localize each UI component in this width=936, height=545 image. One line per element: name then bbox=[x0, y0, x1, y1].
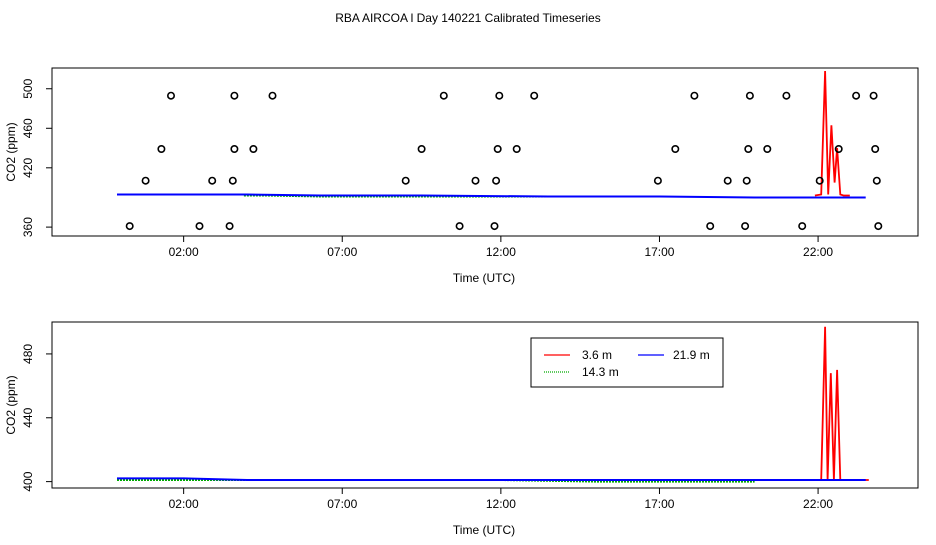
calibration-point bbox=[871, 145, 880, 154]
calibration-point bbox=[417, 145, 426, 154]
legend-label-21-9m: 21.9 m bbox=[673, 348, 710, 362]
calibration-point bbox=[741, 222, 750, 231]
calibration-point bbox=[228, 176, 237, 185]
top-y-tick-label: 360 bbox=[21, 217, 35, 237]
legend-box bbox=[530, 337, 724, 388]
bottom-plot-frame bbox=[51, 321, 919, 489]
bottom-x-axis-label: Time (UTC) bbox=[453, 523, 515, 537]
calibration-point bbox=[671, 145, 680, 154]
calibration-point bbox=[744, 145, 753, 154]
calibration-point bbox=[167, 91, 176, 100]
calibration-point bbox=[157, 145, 166, 154]
bottom-y-axis: 400 440 480 bbox=[21, 344, 53, 492]
legend-label-14-3m: 14.3 m bbox=[582, 365, 619, 379]
calibration-point bbox=[834, 145, 843, 154]
calibration-point bbox=[471, 176, 480, 185]
calibration-point bbox=[815, 176, 824, 185]
bottom-x-tick-label: 22:00 bbox=[803, 497, 833, 511]
bottom-x-axis: 02:00 07:00 12:00 17:00 22:00 bbox=[169, 487, 833, 511]
top-panel: 02:00 07:00 12:00 17:00 22:00 360 420 460 500 T… bbox=[4, 67, 919, 285]
calibration-point bbox=[512, 145, 521, 154]
legend-label-3-6m: 3.6 m bbox=[582, 348, 612, 362]
calibration-point bbox=[208, 176, 217, 185]
top-calibration-group bbox=[125, 91, 883, 231]
calibration-point bbox=[125, 222, 134, 231]
calibration-point bbox=[225, 222, 234, 231]
calibration-point bbox=[782, 91, 791, 100]
top-series-group bbox=[117, 70, 866, 199]
calibration-point bbox=[530, 91, 539, 100]
calibration-point bbox=[874, 222, 883, 231]
top-series-21-9-m-line bbox=[117, 193, 866, 199]
calibration-point bbox=[268, 91, 277, 100]
bottom-series-3-6-m-line bbox=[814, 326, 869, 481]
calibration-point bbox=[401, 176, 410, 185]
chart-title: RBA AIRCOA l Day 140221 Calibrated Times… bbox=[335, 11, 600, 25]
calibration-point bbox=[141, 176, 150, 185]
calibration-point bbox=[745, 91, 754, 100]
top-x-tick-label: 02:00 bbox=[169, 245, 199, 259]
top-y-tick-label: 420 bbox=[21, 157, 35, 177]
bottom-x-tick-label: 17:00 bbox=[644, 497, 674, 511]
calibration-point bbox=[706, 222, 715, 231]
top-x-tick-label: 07:00 bbox=[327, 245, 357, 259]
bottom-y-axis-label: CO2 (ppm) bbox=[4, 375, 18, 434]
top-y-axis-label: CO2 (ppm) bbox=[4, 122, 18, 181]
calibration-point bbox=[653, 176, 662, 185]
bottom-x-tick-label: 12:00 bbox=[486, 497, 516, 511]
bottom-x-tick-label: 07:00 bbox=[327, 497, 357, 511]
calibration-point bbox=[492, 176, 501, 185]
calibration-point bbox=[723, 176, 732, 185]
bottom-series-group bbox=[117, 326, 869, 483]
calibration-point bbox=[742, 176, 751, 185]
calibration-point bbox=[798, 222, 807, 231]
top-x-tick-label: 22:00 bbox=[803, 245, 833, 259]
bottom-y-tick-label: 440 bbox=[21, 407, 35, 427]
top-y-tick-label: 460 bbox=[21, 118, 35, 138]
calibration-point bbox=[439, 91, 448, 100]
calibration-point bbox=[763, 145, 772, 154]
top-y-axis: 360 420 460 500 bbox=[21, 78, 53, 237]
calibration-point bbox=[230, 145, 239, 154]
calibration-point bbox=[690, 91, 699, 100]
calibration-point bbox=[872, 176, 881, 185]
top-x-tick-label: 12:00 bbox=[486, 245, 516, 259]
top-y-tick-label: 500 bbox=[21, 78, 35, 98]
bottom-y-tick-label: 480 bbox=[21, 344, 35, 364]
bottom-series-21-9-m-line bbox=[117, 477, 866, 481]
bottom-y-tick-label: 400 bbox=[21, 471, 35, 491]
calibration-point bbox=[230, 91, 239, 100]
top-x-tick-label: 17:00 bbox=[644, 245, 674, 259]
calibration-point bbox=[195, 222, 204, 231]
top-x-axis-label: Time (UTC) bbox=[453, 271, 515, 285]
calibration-point bbox=[493, 145, 502, 154]
calibration-point bbox=[455, 222, 464, 231]
top-x-axis: 02:00 07:00 12:00 17:00 22:00 bbox=[169, 235, 833, 259]
calibration-point bbox=[852, 91, 861, 100]
bottom-x-tick-label: 02:00 bbox=[169, 497, 199, 511]
legend: 3.6 m 21.9 m 14.3 m bbox=[530, 337, 724, 388]
top-series-3-6-m-line bbox=[814, 70, 850, 197]
calibration-point bbox=[249, 145, 258, 154]
calibration-point bbox=[495, 91, 504, 100]
calibration-point bbox=[490, 222, 499, 231]
bottom-panel: 02:00 07:00 12:00 17:00 22:00 400 440 480 Time… bbox=[4, 321, 919, 537]
calibration-point bbox=[869, 91, 878, 100]
